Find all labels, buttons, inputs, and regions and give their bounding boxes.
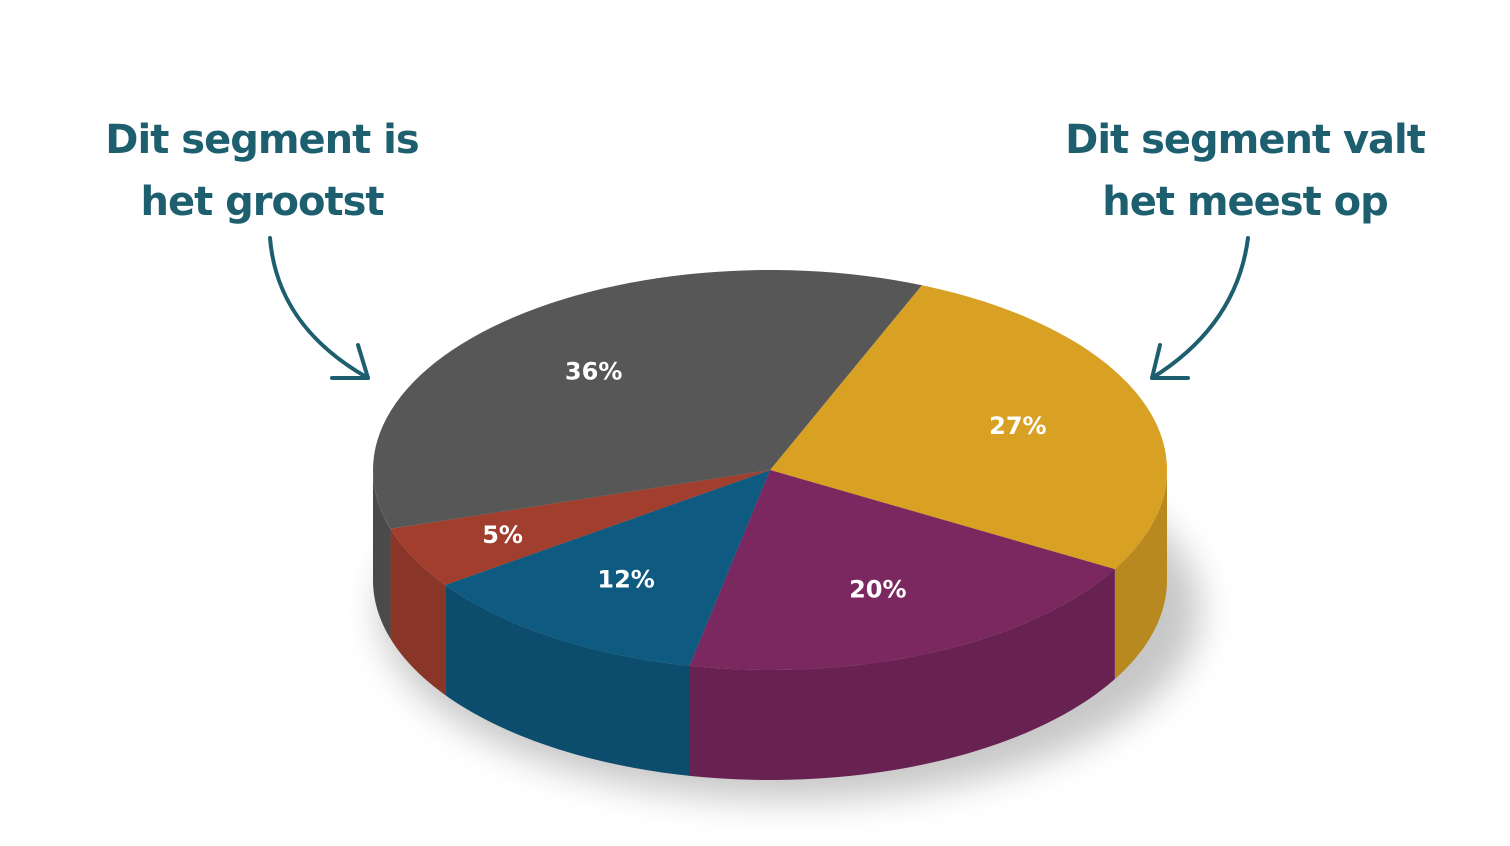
annotation-line: het grootst [140, 179, 384, 225]
pie-side [390, 528, 446, 696]
arrow [268, 236, 370, 380]
pie: 27% 20% 12% 5% 36% [373, 270, 1167, 780]
value-label: 20% [849, 575, 906, 603]
annotation-line: Dit segment is [105, 117, 418, 163]
annotation-line: het meest op [1102, 179, 1388, 225]
value-label: 12% [597, 565, 654, 593]
arrow-head [330, 343, 370, 380]
value-label: 36% [565, 357, 622, 385]
arrow-head [1150, 343, 1190, 380]
pie-slice [770, 285, 1167, 570]
annotation-line: Dit segment valt [1065, 117, 1426, 163]
value-label: 27% [989, 412, 1046, 440]
pie-side [1114, 470, 1167, 680]
pie-slice [373, 270, 922, 529]
pie-side [445, 585, 690, 776]
pie-side [373, 470, 391, 639]
pie-slice [390, 470, 770, 586]
pie-slice [689, 470, 1115, 670]
pie-side [689, 569, 1115, 780]
value-label: 5% [482, 521, 523, 549]
arrow [1150, 236, 1250, 380]
pie-slice [445, 470, 770, 666]
